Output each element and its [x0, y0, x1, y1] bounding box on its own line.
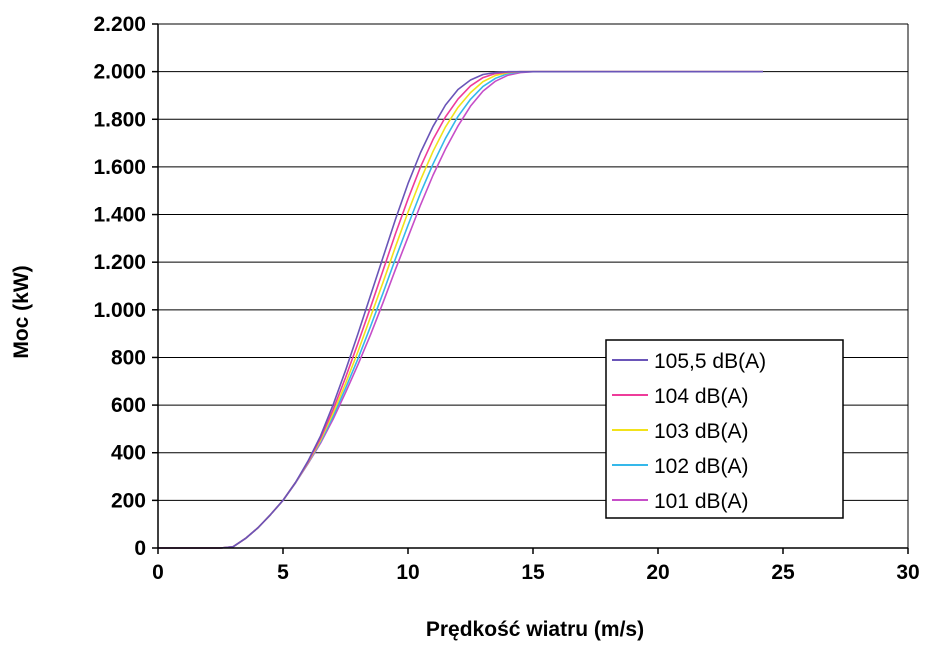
- axes-layer: [152, 23, 909, 554]
- legend: 105,5 dB(A) 104 dB(A) 103 dB(A) 102 dB(A) 10…: [605, 339, 844, 519]
- y-tick-label-2: 400: [111, 442, 146, 465]
- legend-label-2: 103 dB(A): [654, 420, 749, 443]
- y-tick-label-6: 1.200: [93, 251, 146, 274]
- y-axis-title: Moc (kW): [10, 265, 33, 358]
- x-tick-label-6: 30: [896, 561, 919, 584]
- x-tick-label-5: 25: [771, 561, 795, 584]
- y-tick-label-4: 800: [111, 346, 146, 369]
- x-tick-label-1: 5: [277, 561, 289, 584]
- y-tick-label-11: 2.200: [93, 13, 146, 36]
- legend-label-4: 101 dB(A): [654, 490, 749, 513]
- legend-box: [605, 339, 844, 519]
- legend-label-0: 105,5 dB(A): [654, 350, 766, 373]
- y-tick-label-0: 0: [134, 537, 146, 560]
- y-tick-label-7: 1.400: [93, 204, 146, 227]
- series-line-0: [158, 70, 763, 549]
- legend-label-1: 104 dB(A): [654, 385, 749, 408]
- x-tick-label-2: 10: [396, 561, 419, 584]
- y-tick-label-1: 200: [111, 489, 146, 512]
- y-tick-label-9: 1.800: [93, 108, 146, 131]
- x-tick-label-3: 15: [521, 561, 545, 584]
- y-tick-label-8: 1.600: [93, 156, 146, 179]
- tick-labels: 02004006008001.0001.2001.4001.6001.8002.…: [93, 13, 919, 584]
- x-tick-label-4: 20: [646, 561, 669, 584]
- y-tick-label-5: 1.000: [93, 299, 146, 322]
- y-tick-label-3: 600: [111, 394, 146, 417]
- x-axis-title: Prędkość wiatru (m/s): [426, 618, 644, 641]
- y-tick-label-10: 2.000: [93, 61, 146, 84]
- x-tick-label-0: 0: [152, 561, 164, 584]
- legend-label-3: 102 dB(A): [654, 455, 749, 478]
- series-lines: [158, 70, 763, 549]
- grid-layer: [158, 23, 909, 548]
